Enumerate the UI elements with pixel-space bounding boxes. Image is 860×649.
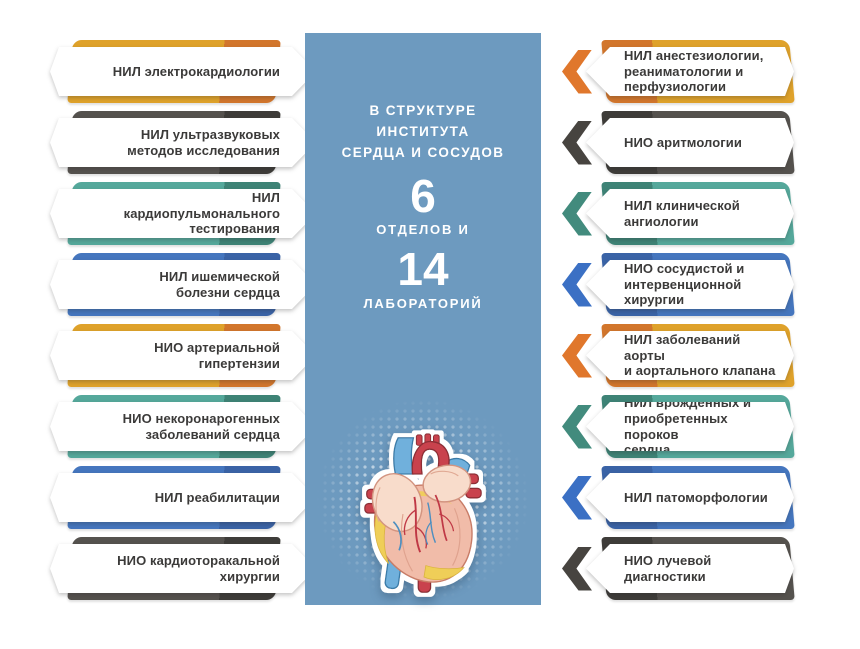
banner-label: НИЛ реабилитации (154, 489, 280, 505)
banner-label: НИО артериальной гипертензии (154, 339, 280, 371)
banner-plate: НИЛ анестезиологии, реаниматологии и пер… (586, 47, 794, 96)
banner-label: НИЛ ультразвуковых методов исследования (127, 126, 280, 158)
banner-label: НИЛ врожденных и приобретенных пороков с… (624, 395, 752, 458)
departments-count: 6 (410, 169, 436, 222)
banner-label: НИЛ клинической ангиологии (624, 197, 740, 229)
banner-label: НИО аритмологии (624, 134, 742, 150)
banner-noncoronary-diseases: НИО некоронарогенных заболеваний сердца (58, 395, 268, 458)
departments-label: ОТДЕЛОВ И (376, 222, 470, 238)
banner-label: НИЛ электрокардиологии (112, 63, 280, 79)
banner-plate: НИЛ кардиопульмонального тестирования (50, 189, 316, 238)
labs-count: 14 (397, 243, 449, 296)
panel-title: В СТРУКТУРЕ ИНСТИТУТА СЕРДЦА И СОСУДОВ (341, 103, 505, 160)
banner-plate: НИЛ реабилитации (50, 473, 316, 522)
banner-plate: НИО аритмологии (586, 118, 794, 167)
banner-arrhythmology: НИО аритмологии (562, 111, 795, 174)
banner-label: НИЛ патоморфологии (624, 489, 768, 505)
banner-plate: НИО сосудистой и интервенционной хирурги… (586, 260, 794, 309)
heart-illustration (361, 431, 485, 599)
banner-label: НИЛ заболеваний аорты и аортального клап… (624, 332, 776, 379)
banner-ischemic-heart-disease: НИЛ ишемической болезни сердца (58, 253, 268, 316)
left-banner-column: НИЛ электрокардиологии НИЛ ультразвуковы… (58, 40, 268, 600)
banner-arterial-hypertension: НИО артериальной гипертензии (58, 324, 268, 387)
banner-plate: НИЛ патоморфологии (586, 473, 794, 522)
banner-plate: НИЛ заболеваний аорты и аортального клап… (586, 331, 794, 380)
banner-plate: НИЛ ультразвуковых методов исследования (50, 118, 316, 167)
banner-plate: НИО артериальной гипертензии (50, 331, 316, 380)
banner-label: НИЛ ишемической болезни сердца (159, 268, 280, 300)
right-banner-column: НИЛ анестезиологии, реаниматологии и пер… (562, 40, 795, 600)
banner-vascular-surgery: НИО сосудистой и интервенционной хирурги… (562, 253, 795, 316)
banner-anesthesiology: НИЛ анестезиологии, реаниматологии и пер… (562, 40, 795, 103)
banner-plate: НИЛ клинической ангиологии (586, 189, 794, 238)
banner-rehabilitation: НИЛ реабилитации (58, 466, 268, 529)
banner-clinical-angiology: НИЛ клинической ангиологии (562, 182, 795, 245)
banner-radiology-diagnostics: НИО лучевой диагностики (562, 537, 795, 600)
labs-label: ЛАБОРАТОРИЙ (363, 295, 483, 311)
banner-aortic-diseases: НИЛ заболеваний аорты и аортального клап… (562, 324, 795, 387)
center-panel: В СТРУКТУРЕ ИНСТИТУТА СЕРДЦА И СОСУДОВ 6… (305, 33, 541, 625)
banner-label: НИЛ анестезиологии, реаниматологии и пер… (624, 48, 764, 95)
banner-label: НИО некоронарогенных заболеваний сердца (122, 410, 280, 442)
banner-heart-defects: НИЛ врожденных и приобретенных пороков с… (562, 395, 795, 458)
banner-plate: НИО некоронарогенных заболеваний сердца (50, 402, 316, 451)
banner-label: НИО кардиоторакальной хирургии (117, 552, 280, 584)
banner-plate: НИО кардиоторакальной хирургии (50, 544, 316, 593)
banner-cardiothoracic-surgery: НИО кардиоторакальной хирургии (58, 537, 268, 600)
banner-plate: НИЛ врожденных и приобретенных пороков с… (586, 402, 794, 451)
banner-label: НИО лучевой диагностики (624, 552, 712, 584)
banner-plate: НИО лучевой диагностики (586, 544, 794, 593)
banner-plate: НИЛ электрокардиологии (50, 47, 316, 96)
banner-label: НИО сосудистой и интервенционной хирурги… (624, 261, 745, 308)
banner-plate: НИЛ ишемической болезни сердца (50, 260, 316, 309)
banner-ultrasound-methods: НИЛ ультразвуковых методов исследования (58, 111, 268, 174)
banner-electrocardiology: НИЛ электрокардиологии (58, 40, 268, 103)
banner-cardiopulmonary-testing: НИЛ кардиопульмонального тестирования (58, 182, 268, 245)
banner-pathomorphology: НИЛ патоморфологии (562, 466, 795, 529)
banner-label: НИЛ кардиопульмонального тестирования (123, 190, 280, 237)
